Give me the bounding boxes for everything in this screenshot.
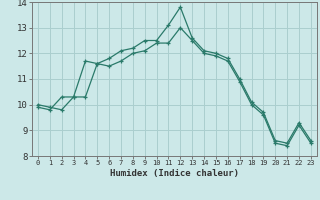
X-axis label: Humidex (Indice chaleur): Humidex (Indice chaleur): [110, 169, 239, 178]
